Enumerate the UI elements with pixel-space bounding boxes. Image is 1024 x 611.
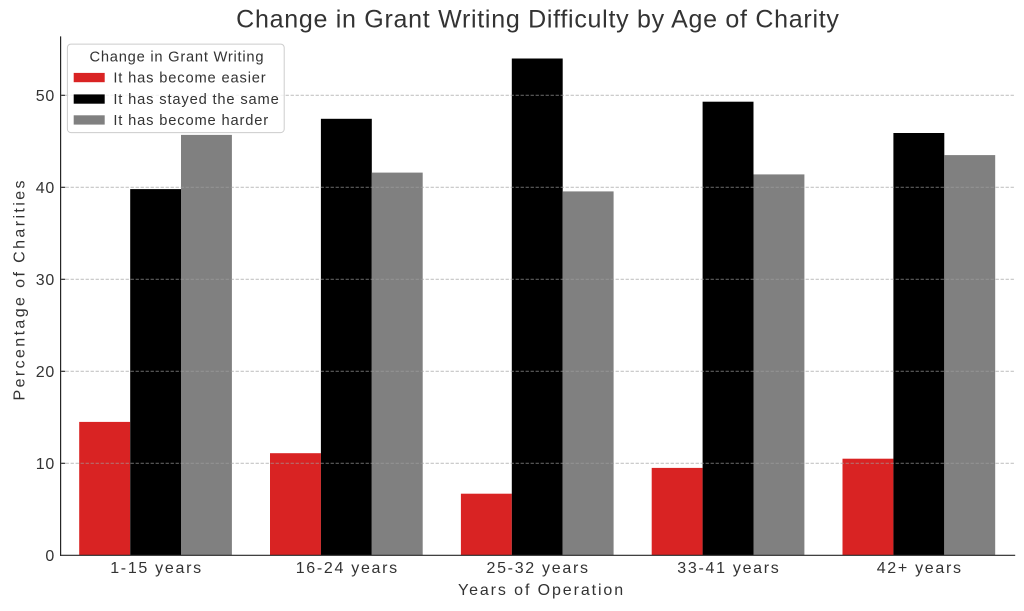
svg-text:10: 10	[36, 456, 55, 473]
svg-text:Percentage of Charities: Percentage of Charities	[12, 178, 29, 400]
svg-text:0: 0	[45, 548, 55, 565]
svg-text:50: 50	[36, 88, 55, 105]
svg-text:33-41 years: 33-41 years	[677, 560, 780, 577]
svg-text:Years of Operation: Years of Operation	[458, 582, 625, 599]
svg-text:Change in Grant Writing Diffic: Change in Grant Writing Difficulty by Ag…	[236, 6, 839, 34]
svg-text:42+ years: 42+ years	[877, 560, 963, 577]
svg-text:16-24 years: 16-24 years	[296, 560, 399, 577]
svg-text:25-32 years: 25-32 years	[486, 560, 589, 577]
svg-text:20: 20	[36, 364, 55, 381]
svg-text:40: 40	[36, 180, 55, 197]
svg-text:30: 30	[36, 272, 55, 289]
svg-text:It has stayed the same: It has stayed the same	[113, 92, 279, 108]
svg-text:It has become easier: It has become easier	[113, 71, 266, 87]
svg-text:It has become harder: It has become harder	[113, 113, 269, 129]
svg-text:Change in Grant Writing: Change in Grant Writing	[90, 49, 265, 65]
svg-text:1-15 years: 1-15 years	[110, 560, 203, 577]
